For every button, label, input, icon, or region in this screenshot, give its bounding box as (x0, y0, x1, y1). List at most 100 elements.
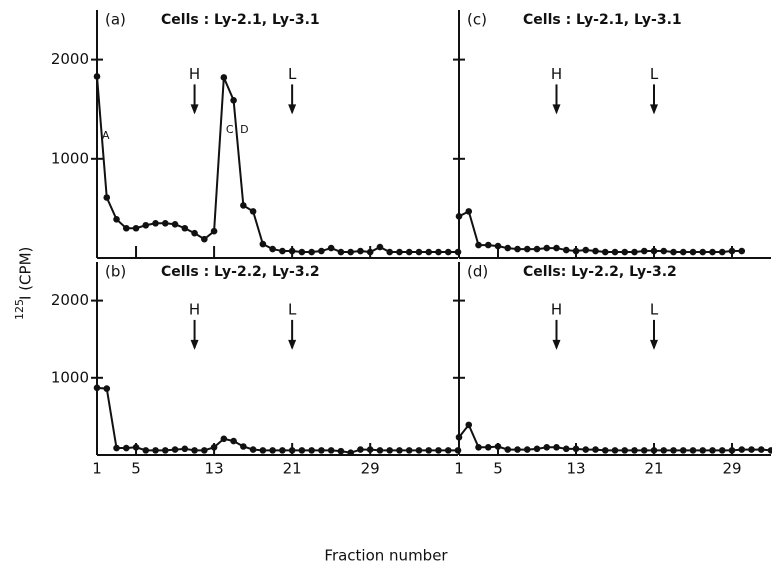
data-point (435, 248, 442, 256)
data-point (728, 247, 736, 255)
data-point (533, 445, 541, 453)
x-tick-label: 21 (644, 460, 663, 478)
data-point (347, 449, 354, 456)
data-point (161, 219, 169, 227)
data-point (631, 248, 638, 256)
arrow-head (288, 339, 297, 350)
panel: 1 5 13 21 29 (d) Cells: Ly-2.2, Ly-3.2 H L (453, 262, 772, 478)
data-point (718, 447, 726, 454)
data-point (435, 447, 442, 454)
data-point (405, 447, 413, 454)
data-point (699, 248, 707, 256)
data-line (458, 422, 772, 452)
data-point (533, 245, 541, 253)
data-point (161, 447, 169, 454)
data-point (220, 74, 228, 81)
data-point (122, 444, 130, 452)
data-point (465, 421, 473, 429)
data-point (553, 443, 560, 451)
data-point (122, 224, 130, 232)
panel-subtitle: Cells: Ly-2.2, Ly-3.2 (523, 264, 677, 280)
y-tick-label: 1000 (51, 368, 89, 386)
data-point (738, 247, 746, 255)
data-point (288, 447, 296, 454)
panel-label: (c) (467, 11, 487, 29)
data-point (670, 248, 677, 256)
data-point (259, 240, 267, 248)
x-tick-label: 13 (566, 460, 585, 478)
data-point (357, 446, 364, 453)
data-point (210, 443, 218, 451)
arrow-head (552, 339, 561, 350)
data-point (240, 443, 247, 450)
data-point (357, 247, 364, 255)
panel-label: (a) (105, 11, 126, 29)
arrow-label: H (189, 65, 200, 83)
data-point (523, 446, 531, 453)
data-point (132, 224, 140, 232)
x-tick-label: 29 (722, 460, 741, 478)
data-point (543, 244, 551, 252)
data-point (249, 208, 257, 215)
data-point (298, 447, 306, 454)
data-point (679, 248, 687, 256)
data-point (640, 447, 648, 454)
arrow-head (552, 104, 561, 115)
data-point (93, 384, 101, 392)
arrow-label: L (288, 65, 297, 83)
arrow-head (650, 339, 658, 350)
data-point (601, 447, 609, 454)
x-tick-label: 21 (283, 460, 302, 478)
data-point (699, 447, 707, 454)
data-point (660, 247, 668, 255)
data-point (660, 447, 668, 454)
data-point (592, 247, 599, 255)
data-point (103, 194, 111, 201)
panel-subtitle: Cells : Ly-2.1, Ly-3.1 (161, 12, 320, 28)
data-point (592, 446, 599, 453)
arrow-label: L (650, 65, 659, 83)
panel: (c) Cells : Ly-2.1, Ly-3.1 H L (453, 10, 771, 259)
data-point (455, 433, 463, 441)
y-axis-title: 125 I (CPM) (13, 247, 35, 320)
data-point (279, 247, 286, 255)
data-point (621, 447, 629, 454)
data-point (670, 447, 677, 454)
arrow-label: H (189, 300, 200, 318)
data-point (288, 247, 296, 255)
data-point (327, 447, 335, 454)
data-point (748, 446, 755, 453)
data-point (504, 244, 512, 252)
data-point (269, 245, 276, 253)
y-tick-label: 2000 (51, 50, 89, 68)
data-point (152, 447, 159, 454)
data-point (308, 248, 315, 256)
arrow-head (288, 104, 297, 115)
data-point (230, 437, 237, 445)
data-point (298, 248, 306, 256)
data-point (415, 248, 423, 256)
arrow-label: L (650, 300, 659, 318)
data-point (220, 435, 228, 443)
arrow-label: L (288, 300, 297, 318)
data-point (650, 447, 658, 454)
data-point (553, 244, 560, 252)
panel: 1000 2000 (a) Cells : Ly-2.1, Ly-3.1 H L A C D (51, 10, 462, 259)
data-point (366, 248, 374, 256)
data-point (572, 445, 580, 453)
data-point (103, 385, 111, 392)
data-point (386, 248, 394, 256)
data-point (113, 444, 120, 452)
annotation: A (102, 129, 110, 142)
data-point (640, 247, 648, 255)
data-point (259, 447, 267, 454)
data-line (96, 76, 458, 254)
data-point (396, 248, 403, 256)
data-point (475, 241, 482, 249)
data-point (347, 248, 354, 256)
data-point (650, 247, 658, 255)
data-point (621, 248, 629, 256)
data-point (601, 248, 609, 256)
data-point (444, 447, 452, 454)
data-point (132, 443, 140, 451)
